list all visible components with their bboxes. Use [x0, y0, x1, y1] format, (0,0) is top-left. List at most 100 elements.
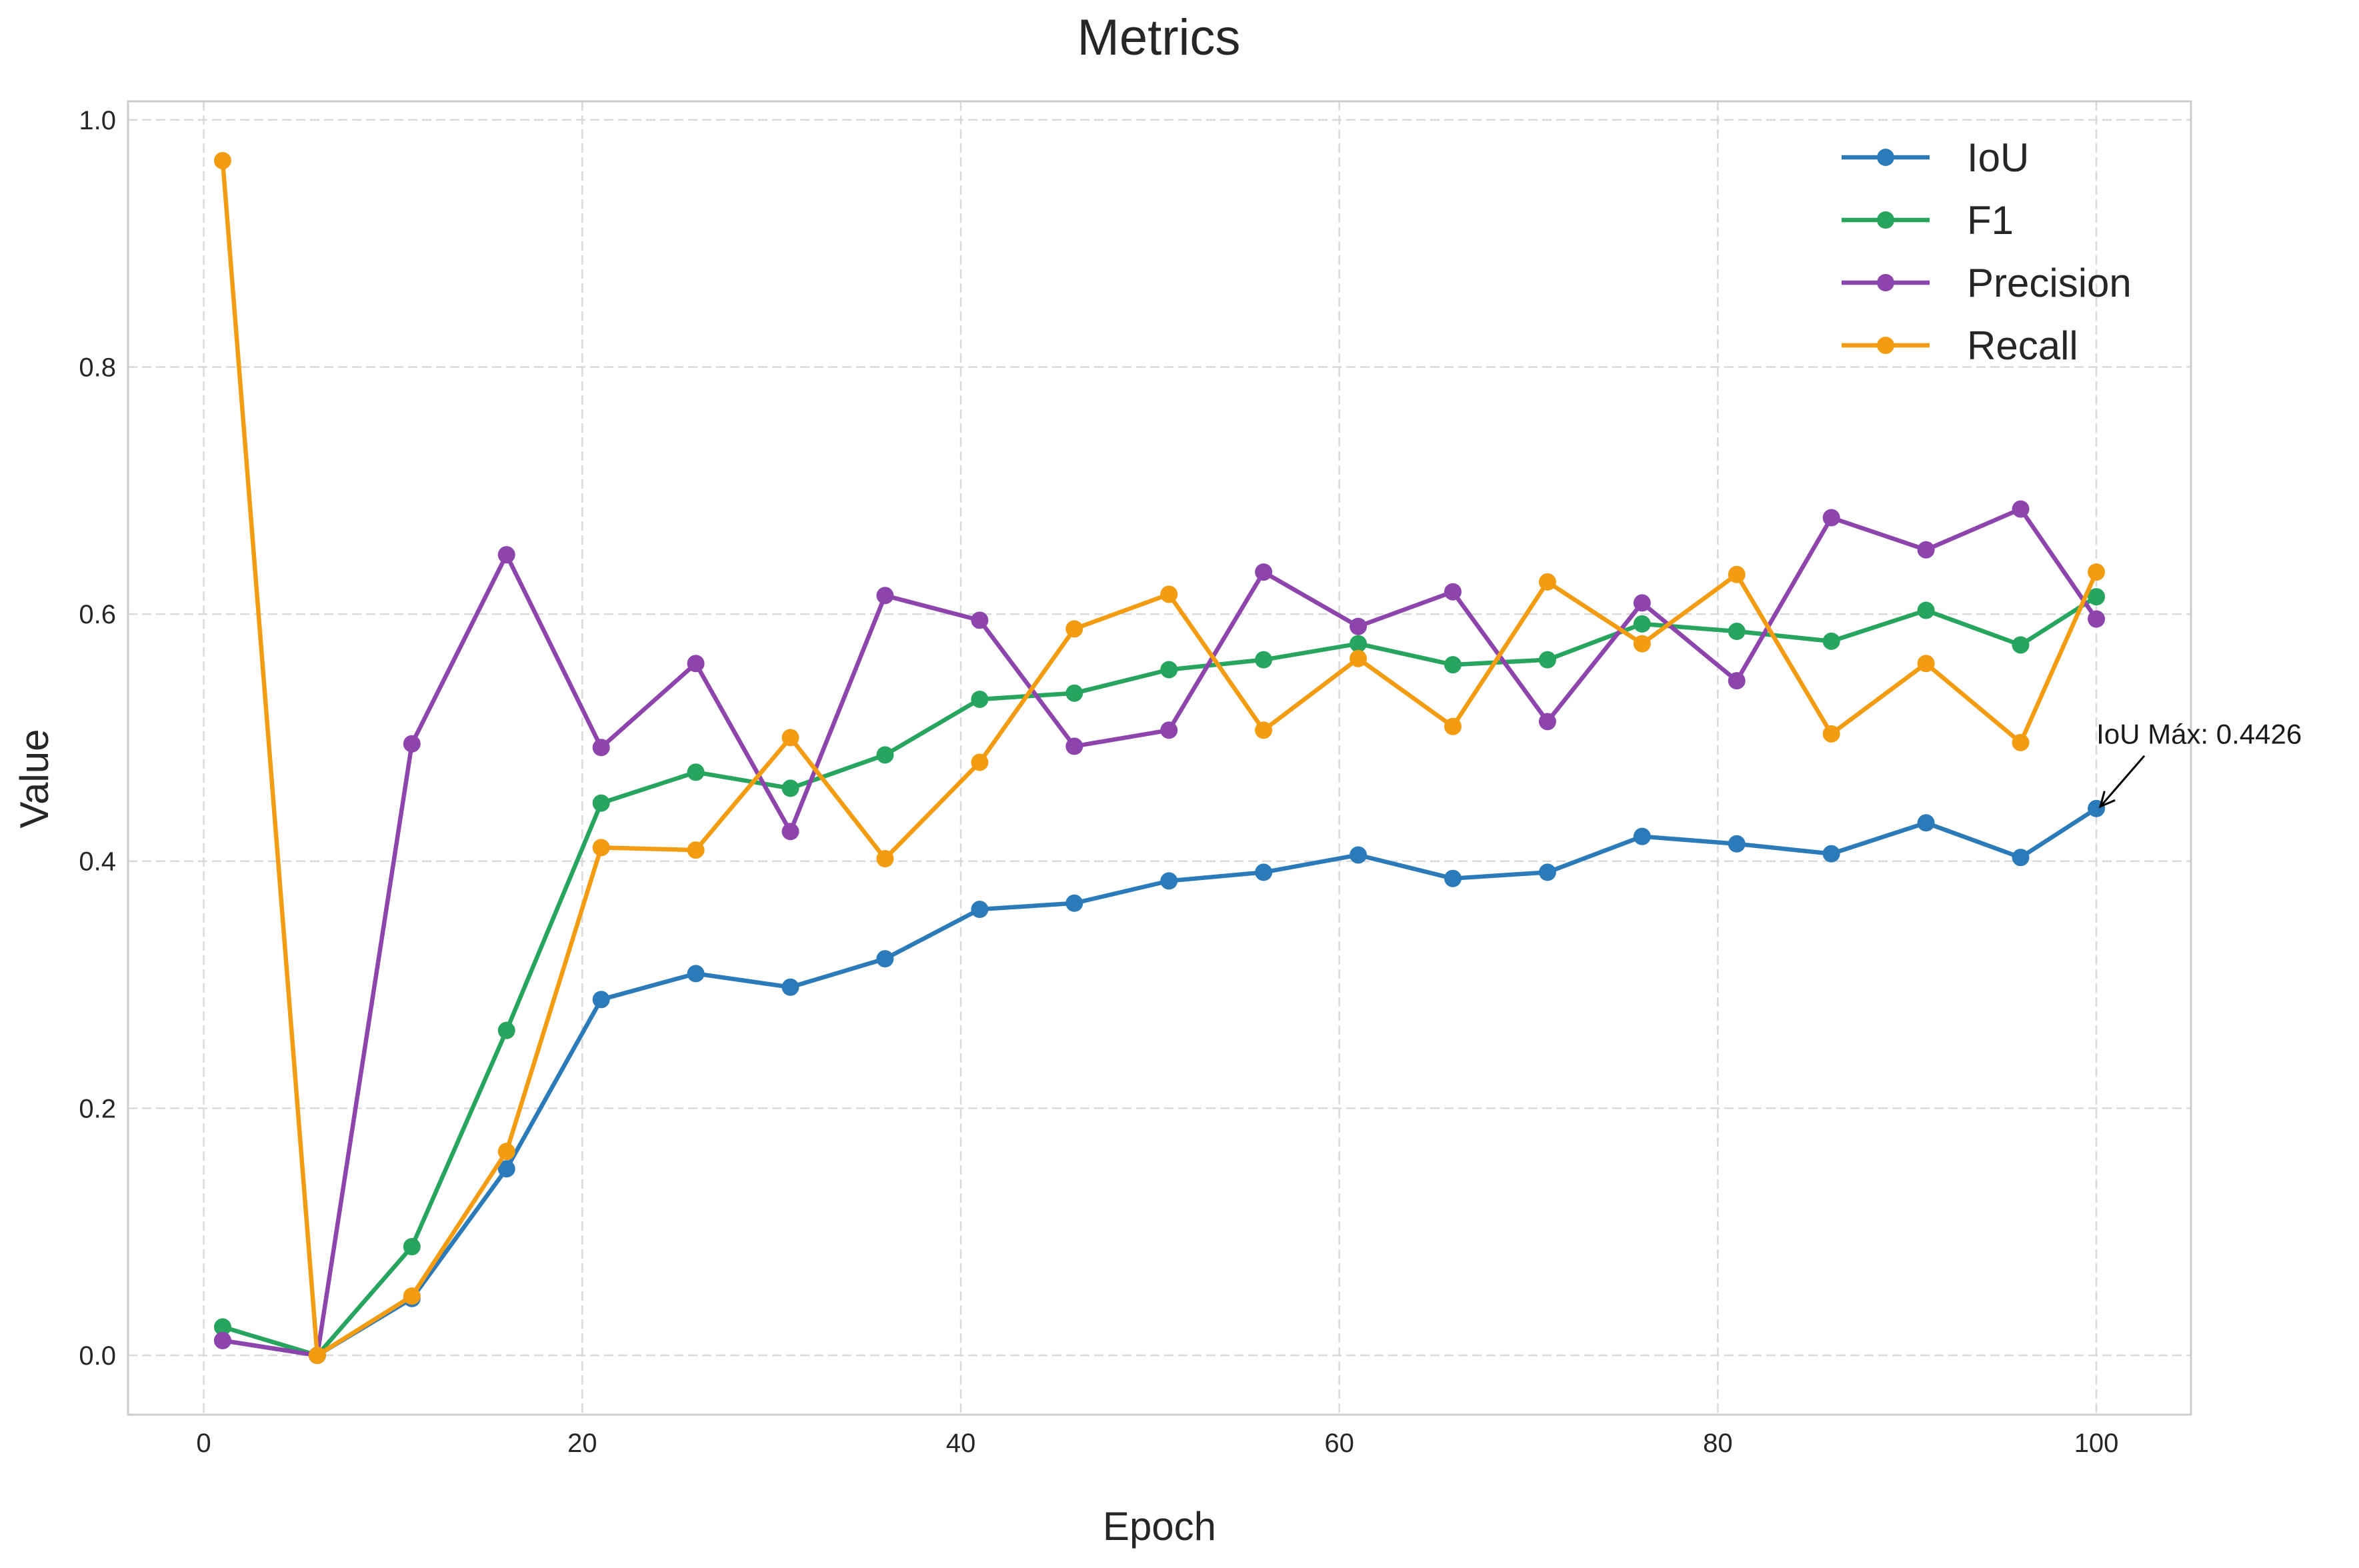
- data-point-precision: [687, 655, 705, 673]
- data-point-precision: [1538, 713, 1556, 731]
- data-point-precision: [592, 739, 610, 757]
- data-point-f1: [592, 794, 610, 812]
- y-tick-label: 0.0: [79, 1341, 116, 1371]
- legend-label-precision: Precision: [1967, 261, 2132, 305]
- data-point-f1: [1633, 615, 1651, 633]
- y-tick-label: 0.2: [79, 1094, 116, 1123]
- data-point-recall: [971, 753, 989, 771]
- data-point-iou: [1255, 863, 1273, 881]
- x-axis-ticks: 0 20 40 60 80 100: [196, 1429, 2118, 1458]
- data-point-precision: [497, 546, 515, 564]
- data-point-recall: [497, 1143, 515, 1161]
- series-recall: [213, 151, 2106, 1365]
- data-point-recall: [1350, 649, 1368, 667]
- data-point-f1: [497, 1021, 515, 1039]
- data-point-recall: [1255, 721, 1273, 739]
- data-point-f1: [687, 763, 705, 781]
- y-tick-label: 0.4: [79, 847, 116, 877]
- data-point-recall: [592, 839, 610, 857]
- data-point-iou: [1444, 869, 1462, 887]
- data-point-iou: [2012, 849, 2030, 867]
- legend-item-f1: F1: [1842, 198, 2014, 243]
- data-point-recall: [308, 1347, 326, 1365]
- x-tick-label: 40: [946, 1429, 976, 1458]
- data-point-iou: [971, 901, 989, 919]
- y-tick-label: 0.6: [79, 600, 116, 629]
- data-point-iou: [592, 991, 610, 1009]
- data-point-iou: [1065, 894, 1083, 912]
- data-point-iou: [876, 950, 894, 968]
- data-point-precision: [2012, 500, 2030, 518]
- annotations: IoU Máx: 0.4426: [2096, 719, 2302, 809]
- data-point-recall: [1444, 717, 1462, 735]
- data-point-recall: [213, 151, 231, 169]
- data-point-f1: [403, 1237, 421, 1255]
- data-point-precision: [971, 611, 989, 629]
- data-point-f1: [1917, 601, 1935, 619]
- legend-label-iou: IoU: [1967, 135, 2029, 180]
- data-point-f1: [1444, 656, 1462, 674]
- data-point-iou: [1160, 872, 1178, 890]
- data-point-f1: [1065, 684, 1083, 702]
- data-point-f1: [971, 690, 989, 708]
- data-point-precision: [403, 735, 421, 753]
- x-tick-label: 60: [1324, 1429, 1354, 1458]
- data-point-recall: [876, 850, 894, 868]
- data-point-precision: [1065, 737, 1083, 755]
- legend-item-iou: IoU: [1842, 135, 2029, 180]
- annotation-label: IoU Máx: 0.4426: [2096, 719, 2302, 750]
- x-tick-label: 80: [1703, 1429, 1733, 1458]
- data-point-f1: [1728, 623, 1746, 641]
- data-point-recall: [1065, 620, 1083, 638]
- data-point-recall: [1633, 635, 1651, 653]
- data-point-recall: [781, 729, 799, 747]
- data-point-f1: [1538, 651, 1556, 669]
- x-tick-label: 100: [2074, 1429, 2119, 1458]
- data-point-f1: [1160, 661, 1178, 679]
- data-point-iou: [1728, 835, 1746, 853]
- data-point-precision: [1444, 583, 1462, 601]
- legend-marker-f1: [1877, 211, 1894, 229]
- data-point-precision: [213, 1331, 231, 1349]
- grid: [128, 101, 2191, 1415]
- data-point-iou: [1633, 827, 1651, 845]
- x-tick-label: 0: [196, 1429, 211, 1458]
- data-point-recall: [403, 1287, 421, 1305]
- series-f1: [213, 588, 2106, 1365]
- data-point-recall: [2012, 733, 2030, 751]
- data-point-precision: [1917, 541, 1935, 559]
- data-point-iou: [687, 965, 705, 983]
- data-point-iou: [781, 978, 799, 996]
- data-point-recall: [1538, 573, 1556, 591]
- y-axis-ticks: 0.0 0.2 0.4 0.6 0.8 1.0: [79, 106, 116, 1371]
- data-point-recall: [1160, 585, 1178, 603]
- data-point-precision: [1633, 594, 1651, 612]
- data-point-f1: [781, 779, 799, 797]
- legend-label-f1: F1: [1967, 198, 2014, 243]
- data-point-iou: [1917, 814, 1935, 832]
- data-point-recall: [1917, 655, 1935, 673]
- legend: IoU F1 Precision Recall: [1842, 135, 2132, 368]
- y-tick-label: 1.0: [79, 106, 116, 135]
- data-point-recall: [2088, 563, 2106, 581]
- data-point-iou: [497, 1160, 515, 1178]
- data-point-recall: [1822, 725, 1840, 743]
- annotation-arrow: [2099, 755, 2146, 807]
- data-point-f1: [2012, 636, 2030, 654]
- legend-item-precision: Precision: [1842, 261, 2132, 305]
- data-point-f1: [2088, 588, 2106, 606]
- data-point-iou: [1822, 845, 1840, 863]
- data-point-iou: [1538, 863, 1556, 881]
- data-point-precision: [1728, 672, 1746, 690]
- data-point-precision: [2088, 610, 2106, 628]
- series-lines: [213, 151, 2106, 1365]
- y-tick-label: 0.8: [79, 353, 116, 382]
- data-point-precision: [1255, 563, 1273, 581]
- data-point-f1: [876, 746, 894, 764]
- data-point-precision: [1822, 509, 1840, 527]
- x-axis-title: Epoch: [1103, 1504, 1216, 1549]
- data-point-f1: [1350, 635, 1368, 653]
- data-point-precision: [1160, 721, 1178, 739]
- data-point-recall: [687, 841, 705, 859]
